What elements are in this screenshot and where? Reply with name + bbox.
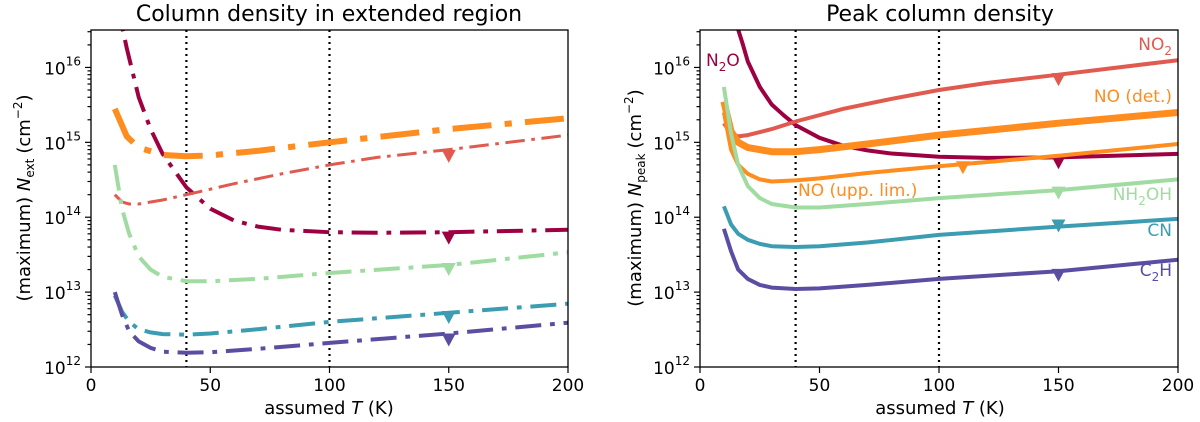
upper-limit-marker-cn [441, 310, 456, 324]
upper-limit-marker-no-upp-lim- [955, 161, 970, 175]
panel-peak-column-density: Peak column density 0 50 100 150 200 1012 1013… [622, 2, 1194, 419]
series-label-no2: NO2 [1138, 35, 1172, 58]
y-tick-label: 1012 [653, 354, 690, 379]
y-tick-label: 1015 [653, 129, 690, 154]
y-tick-label: 1016 [653, 54, 690, 79]
series-line-cn [722, 205, 1178, 249]
panel-extended-region: Column density in extended region 0 50 100… [11, 2, 584, 419]
series-label-cn: CN [1147, 221, 1172, 241]
y-tick-label: 1013 [44, 279, 81, 304]
x-tick-label: 200 [552, 376, 584, 396]
upper-limit-marker-c2h [1051, 268, 1066, 282]
y-tick-label: 1013 [653, 279, 690, 304]
upper-limit-marker-n2o [441, 231, 456, 245]
series-line-n2o [736, 30, 1178, 160]
series-line-nh2oh [112, 164, 568, 284]
series-line-no2 [113, 133, 568, 206]
x-tick-label: 100 [923, 376, 955, 396]
series-line-cn [112, 294, 568, 337]
series-line-nh2oh [721, 86, 1178, 210]
plot-area [720, 30, 1178, 367]
series-label-no-det-: NO (det.) [1094, 87, 1172, 107]
series-label-no-upp-lim-: NO (upp. lim.) [798, 181, 917, 201]
series-line-no-det- [720, 100, 1178, 156]
y-axis-title: (maximum) Npeak(cm−2) [622, 89, 648, 306]
x-tick-label: 50 [809, 376, 831, 396]
series-label-c2h: C2H [1140, 261, 1172, 284]
y-axis-title: (maximum) Next(cm−2) [11, 94, 37, 301]
plot-area [112, 30, 568, 367]
series-line-no [112, 107, 568, 160]
x-tick-label: 50 [199, 376, 221, 396]
y-tick-label: 1014 [44, 204, 81, 229]
x-tick-label: 150 [1042, 376, 1074, 396]
x-tick-label: 150 [433, 376, 465, 396]
y-tick-label: 1015 [44, 129, 81, 154]
y-tick-label: 1014 [653, 204, 690, 229]
y-tick-label: 1012 [44, 354, 81, 379]
upper-limit-marker-cn [1051, 219, 1066, 233]
x-axis-title: assumed T (K) [875, 398, 1005, 419]
series-label-nh2oh: NH2OH [1113, 185, 1172, 208]
upper-limit-marker-no2 [1051, 73, 1066, 87]
upper-limit-marker-no2 [441, 149, 456, 163]
upper-limit-marker-c2h [441, 333, 456, 347]
series-label-n2o: N2O [706, 51, 740, 74]
x-axis-title: assumed T (K) [264, 398, 394, 419]
x-tick-label: 100 [313, 376, 345, 396]
series-line-c2h [721, 228, 1178, 291]
chart-title: Column density in extended region [136, 2, 522, 27]
upper-limit-marker-nh2oh [441, 262, 456, 276]
upper-limit-marker-nh2oh [1051, 186, 1066, 200]
x-tick-label: 200 [1162, 376, 1194, 396]
chart-title: Peak column density [826, 2, 1054, 27]
y-tick-label: 1016 [44, 54, 81, 79]
upper-limit-marker-n2o [1051, 156, 1066, 170]
x-tick-label: 0 [86, 376, 97, 396]
series-line-c2h [112, 291, 568, 355]
series-line-n2o [120, 30, 568, 235]
x-tick-label: 0 [695, 376, 706, 396]
